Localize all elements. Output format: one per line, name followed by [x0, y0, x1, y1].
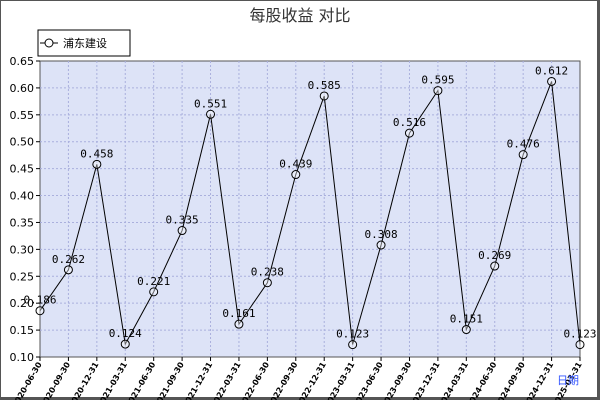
- y-tick-label: 0.45: [10, 163, 35, 176]
- data-label: 0.458: [80, 147, 113, 160]
- legend-marker-icon: [44, 38, 54, 48]
- x-tick-label: 2023-03-31: [323, 360, 357, 400]
- data-label: 0.308: [364, 228, 397, 241]
- y-tick-label: 0.15: [10, 324, 35, 337]
- data-point: [319, 91, 329, 101]
- x-tick-label: 2020-09-30: [39, 360, 73, 400]
- y-tick-label: 0.25: [10, 270, 35, 283]
- data-label: 0.335: [166, 214, 199, 227]
- y-tick-label: 0.10: [10, 351, 35, 364]
- data-label: 0.585: [308, 79, 341, 92]
- data-label: 0.151: [450, 313, 483, 326]
- data-label: 0.612: [535, 64, 568, 77]
- x-tick-label: 2022-09-30: [266, 360, 300, 400]
- legend-entry-label: 浦东建设: [63, 36, 107, 50]
- data-point: [348, 340, 358, 350]
- data-label: 0.123: [336, 328, 369, 341]
- legend-box: [37, 29, 131, 57]
- data-point: [234, 319, 244, 329]
- data-label: 0.595: [421, 74, 454, 87]
- data-point: [376, 240, 386, 250]
- data-label: 0.221: [137, 275, 170, 288]
- data-point: [177, 226, 187, 236]
- data-point: [206, 109, 216, 119]
- x-tick-label: 2021-12-31: [181, 360, 215, 400]
- data-label: 0.262: [52, 253, 85, 266]
- data-point: [35, 306, 45, 316]
- data-point: [404, 128, 414, 138]
- y-axis: 0.10 0.15 0.20 0.25 0.30 0.35 0.40 0.45 0.50 0.55…: [10, 55, 40, 364]
- chart-title: 每股收益 对比: [249, 6, 350, 25]
- data-label: 0.551: [194, 97, 227, 110]
- grid-lines: [40, 61, 580, 357]
- legend: 浦东建设: [37, 29, 131, 57]
- data-point: [433, 86, 443, 96]
- y-tick-label: 0.55: [10, 109, 35, 122]
- data-label: 0.269: [478, 249, 511, 262]
- data-label: 0.124: [109, 327, 142, 340]
- data-label: 0.123: [563, 328, 596, 341]
- x-tick-label: 2021-03-31: [96, 360, 130, 400]
- x-tick-label: 2024-09-30: [494, 360, 528, 400]
- data-label: 0.186: [23, 294, 56, 307]
- data-point: [575, 340, 585, 350]
- data-point: [120, 339, 130, 349]
- x-tick-label: 2024-03-31: [437, 360, 471, 400]
- data-point: [461, 325, 471, 335]
- data-point: [92, 159, 102, 169]
- data-point: [149, 287, 159, 297]
- data-label: 0.439: [279, 158, 312, 171]
- x-axis-label: 日期: [557, 374, 579, 387]
- x-tick-label: 2023-12-31: [408, 360, 442, 400]
- y-tick-label: 0.65: [10, 55, 35, 68]
- y-tick-label: 0.30: [10, 243, 35, 256]
- x-tick-label: 2021-09-30: [152, 360, 186, 400]
- x-tick-label: 2022-03-31: [209, 360, 243, 400]
- data-label: 0.476: [507, 138, 540, 151]
- x-tick-label: 2020-06-30: [10, 360, 44, 400]
- series-line: [39, 81, 581, 346]
- data-label: 0.161: [222, 307, 255, 320]
- x-tick-label: 2024-12-31: [522, 360, 556, 400]
- data-point: [547, 76, 557, 86]
- data-point: [63, 265, 73, 275]
- x-tick-label: 2023-09-30: [380, 360, 414, 400]
- x-tick-label: 2021-06-30: [124, 360, 158, 400]
- data-label: 0.516: [393, 116, 426, 129]
- x-tick-label: 2020-12-31: [67, 360, 101, 400]
- y-tick-label: 0.35: [10, 216, 35, 229]
- series-group: 0.186 0.262 0.458 0.124 0.221 0.335 0.551 0.161…: [23, 64, 597, 350]
- x-tick-label: 2023-06-30: [351, 360, 385, 400]
- y-tick-label: 0.50: [10, 136, 35, 149]
- x-tick-label: 2022-12-31: [295, 360, 329, 400]
- data-point: [291, 170, 301, 180]
- plot-area: [39, 60, 581, 358]
- data-label: 0.238: [251, 266, 284, 279]
- data-point: [518, 150, 528, 160]
- x-tick-label: 2022-06-30: [238, 360, 272, 400]
- y-tick-label: 0.40: [10, 190, 35, 203]
- x-axis: 2020-06-302020-09-302020-12-312021-03-31…: [10, 357, 584, 400]
- y-tick-label: 0.60: [10, 82, 35, 95]
- y-tick-label: 0.20: [10, 297, 35, 310]
- data-point: [490, 261, 500, 271]
- data-point: [262, 278, 272, 288]
- x-tick-label: 2024-06-30: [465, 360, 499, 400]
